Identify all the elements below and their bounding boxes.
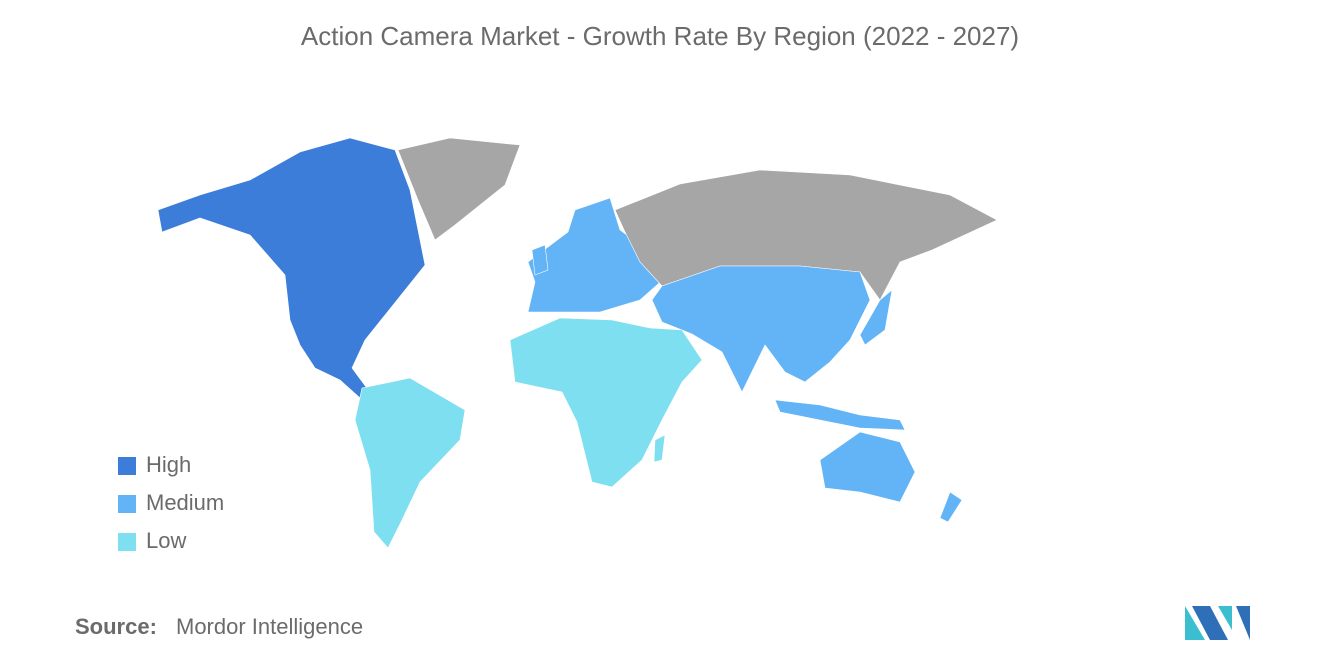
legend-swatch: [118, 457, 136, 475]
south-america: [354, 377, 466, 549]
legend-swatch: [118, 495, 136, 513]
legend-label: Medium: [146, 490, 224, 515]
uk: [531, 244, 549, 276]
japan: [859, 289, 893, 346]
source-label: Source:: [75, 614, 157, 639]
southeast-asia-islands: [774, 399, 906, 431]
legend: High Medium Low: [118, 452, 224, 553]
world-map: [157, 137, 998, 549]
australia: [819, 431, 916, 503]
madagascar: [653, 434, 666, 463]
new-zealand: [939, 491, 963, 523]
russia: [614, 169, 998, 301]
north-america: [157, 137, 426, 399]
legend-label: Low: [146, 528, 186, 553]
legend-label: High: [146, 452, 191, 477]
source-text: Mordor Intelligence: [176, 614, 363, 639]
logo: [1185, 606, 1250, 640]
asia: [651, 265, 871, 393]
africa-middle-east: [509, 317, 703, 488]
greenland: [397, 137, 521, 241]
title: Action Camera Market - Growth Rate By Re…: [301, 21, 1019, 51]
legend-swatch: [118, 533, 136, 551]
